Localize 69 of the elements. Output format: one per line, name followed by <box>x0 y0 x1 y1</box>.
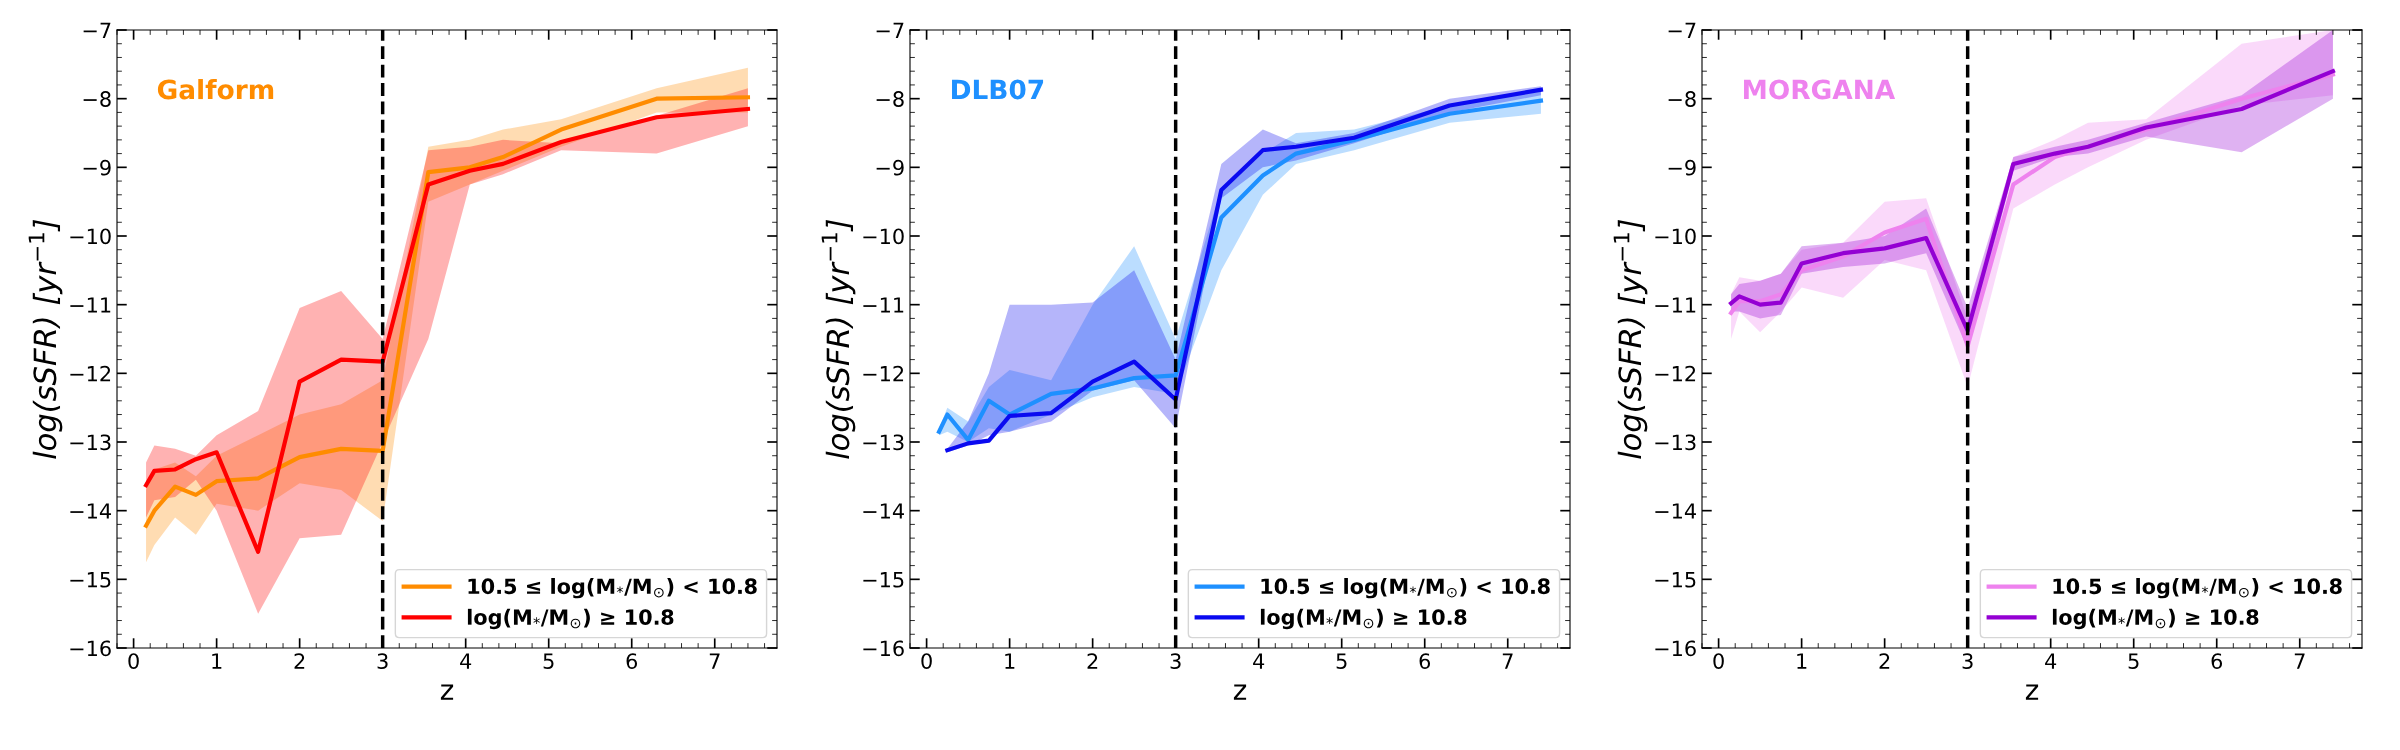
y-tick-label: −10 <box>70 228 111 245</box>
x-axis-title: z <box>2025 684 2039 700</box>
y-tick-label: −9 <box>1668 159 1696 176</box>
y-tick-label: −15 <box>1655 572 1696 588</box>
legend-label: 10.5 ≤ log(M$_{*}$/M$_{⊙}$) < 10.8 <box>1261 578 1550 599</box>
x-tick-label: 6 <box>2211 653 2223 669</box>
x-tick-label: 3 <box>1170 653 1181 669</box>
annotation: Galform <box>157 79 274 100</box>
y-tick-label: −13 <box>70 434 111 451</box>
x-tick-label: 7 <box>2294 653 2305 669</box>
x-tick-label: 3 <box>377 653 388 669</box>
x-tick-label: 7 <box>709 653 720 669</box>
y-tick-label: −16 <box>1655 640 1696 657</box>
x-tick-label: 6 <box>626 653 638 669</box>
y-tick-label: −11 <box>70 297 111 313</box>
annotation: MORGANA <box>1744 79 1896 100</box>
x-tick-label: 3 <box>1962 653 1973 669</box>
y-axis-title: log(sSFR) [yr$^{−1}$] <box>28 219 63 459</box>
x-tick-label: 6 <box>1419 653 1431 669</box>
y-tick-label: −15 <box>863 572 904 588</box>
x-tick-label: 7 <box>1502 653 1513 669</box>
y-tick-label: −12 <box>1655 365 1696 382</box>
x-tick-label: 2 <box>1087 653 1098 669</box>
y-tick-label: −9 <box>83 159 111 176</box>
y-tick-label: −10 <box>1655 228 1696 245</box>
x-axis-title: z <box>1233 684 1247 700</box>
x-tick-label: 0 <box>921 653 932 669</box>
y-tick-label: −8 <box>1668 91 1696 107</box>
y-tick-label: −13 <box>1655 434 1696 451</box>
y-tick-label: −14 <box>1655 503 1696 519</box>
x-tick-label: 2 <box>294 653 305 669</box>
y-tick-label: −16 <box>70 640 111 657</box>
legend-label: 10.5 ≤ log(M$_{*}$/M$_{⊙}$) < 10.8 <box>2053 578 2342 599</box>
legend-label: log(M$_{*}$/M$_{⊙}$) ≥ 10.8 <box>1260 608 1467 630</box>
x-tick-label: 0 <box>1713 653 1724 669</box>
x-tick-label: 4 <box>1253 653 1265 669</box>
y-axis-title: log(sSFR) [yr$^{−1}$] <box>1613 219 1648 459</box>
y-tick-label: −8 <box>83 91 111 107</box>
y-tick-label: −15 <box>70 572 111 588</box>
x-tick-label: 5 <box>2128 653 2139 669</box>
y-tick-label: −8 <box>876 91 904 107</box>
legend-label: log(M$_{*}$/M$_{⊙}$) ≥ 10.8 <box>467 608 674 630</box>
x-tick-label: 5 <box>1336 653 1347 669</box>
annotation: DLB07 <box>952 79 1044 100</box>
x-tick-label: 2 <box>1879 653 1890 669</box>
y-tick-label: −7 <box>83 22 111 38</box>
x-tick-label: 1 <box>212 653 222 669</box>
y-tick-label: −12 <box>70 365 111 382</box>
legend-label: 10.5 ≤ log(M$_{*}$/M$_{⊙}$) < 10.8 <box>468 578 757 599</box>
y-tick-label: −9 <box>876 159 904 176</box>
y-tick-label: −11 <box>1655 297 1696 313</box>
y-tick-label: −12 <box>863 365 904 382</box>
y-tick-label: −13 <box>863 434 904 451</box>
x-tick-label: 5 <box>543 653 554 669</box>
x-tick-label: 0 <box>128 653 139 669</box>
x-tick-label: 1 <box>1005 653 1015 669</box>
y-tick-label: −14 <box>863 503 904 519</box>
y-tick-label: −7 <box>1668 22 1696 38</box>
y-axis-title: log(sSFR) [yr$^{−1}$] <box>821 219 856 459</box>
x-tick-label: 4 <box>2045 653 2057 669</box>
x-axis-title: z <box>440 684 454 700</box>
y-tick-label: −10 <box>863 228 904 245</box>
y-tick-label: −11 <box>863 297 904 313</box>
legend-label: log(M$_{*}$/M$_{⊙}$) ≥ 10.8 <box>2052 608 2259 630</box>
y-tick-label: −16 <box>863 640 904 657</box>
x-tick-label: 4 <box>460 653 472 669</box>
y-tick-label: −14 <box>70 503 111 519</box>
x-tick-label: 1 <box>1797 653 1807 669</box>
y-tick-label: −7 <box>876 22 904 38</box>
